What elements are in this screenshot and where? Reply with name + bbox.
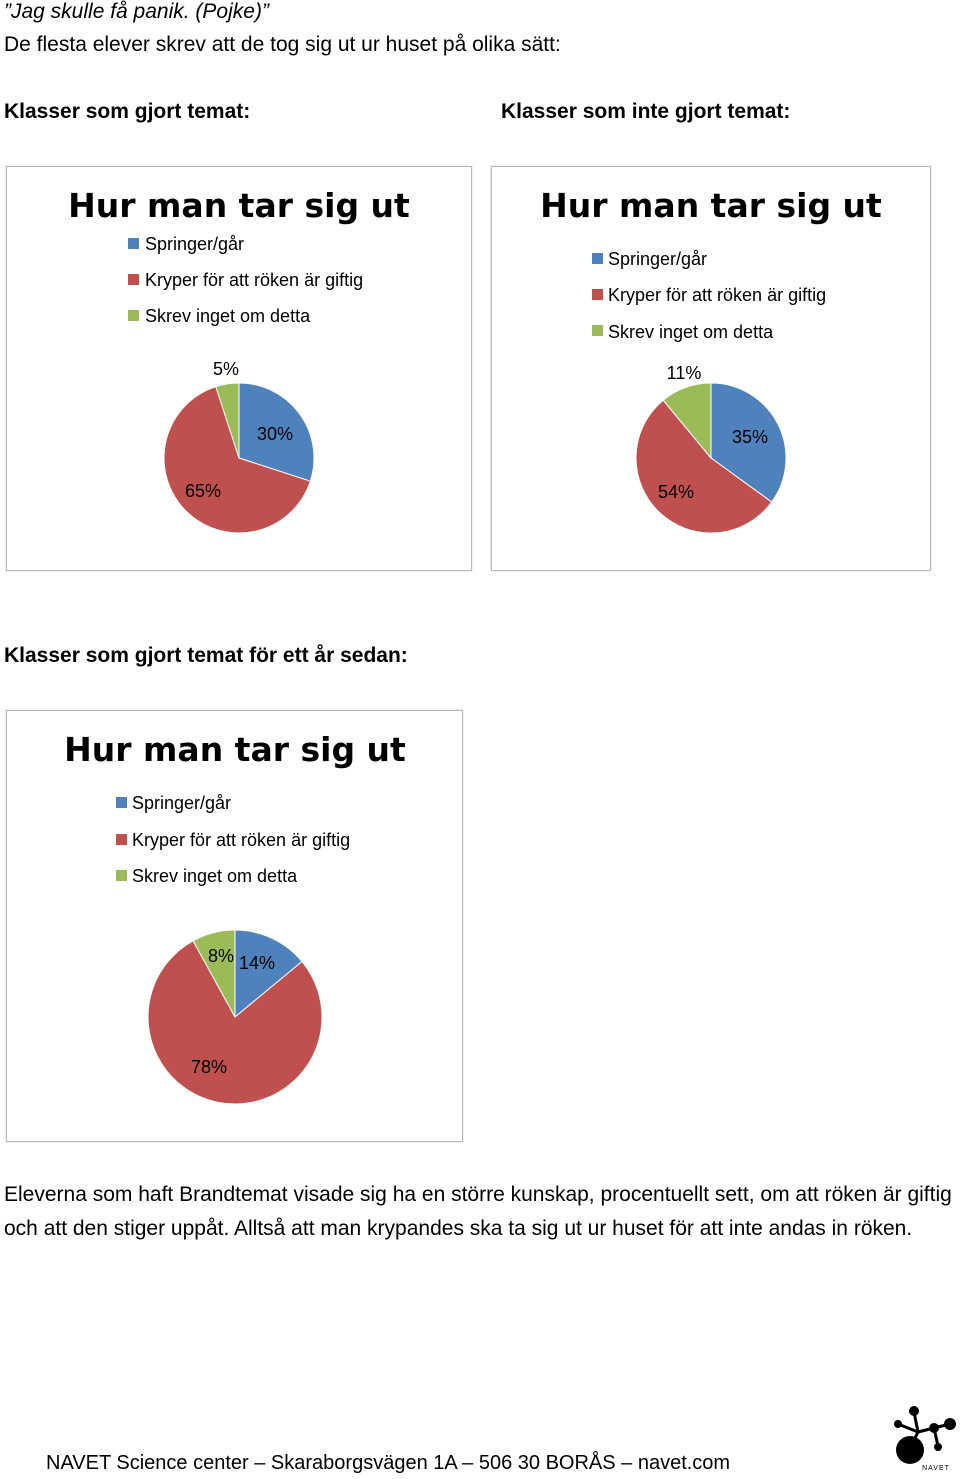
legend-swatch-blue [116,797,127,808]
quote-line: ”Jag skulle få panik. (Pojke)” [4,0,269,23]
heading-themed-classes: Klasser som gjort temat: [4,100,251,123]
footer-address: NAVET Science center – Skaraborgsvägen 1… [46,1452,731,1474]
pie-slice-springer [238,382,315,482]
logo-text: NAVET [922,1465,950,1472]
pie [635,382,787,534]
legend-swatch-blue [128,238,139,249]
pie-slice-skrev-inget [192,929,236,1018]
legend-entry: Skrev inget om detta [132,866,298,886]
intro-line: De flesta elever skrev att de tog sig ut… [4,33,561,56]
legend-entry: Springer/går [608,249,707,269]
legend-swatch-red [592,289,603,300]
chart-themed-classes: Hur man tar sig ut Springer/går Kryper f… [6,166,472,571]
legend-swatch-red [116,834,127,845]
legend-entry: Skrev inget om detta [145,306,311,326]
pie-slice-kryper [147,940,323,1105]
legend-swatch-green [128,310,139,321]
pie-slice-springer [710,382,787,503]
pie [147,929,323,1105]
pie-slice-skrev-inget [662,382,712,460]
chart-themed-last-year: Hur man tar sig ut Springer/går Kryper f… [6,710,463,1142]
legend-swatch-red [128,274,139,285]
chart-title: Hur man tar sig ut [540,186,882,225]
pie-chart-svg-1: Hur man tar sig ut Springer/går Kryper f… [540,186,882,534]
legend: Springer/går Kryper för att röken är gif… [592,249,826,342]
legend: Springer/går Kryper för att röken är gif… [128,234,363,326]
legend-swatch-green [116,870,127,881]
legend-entry: Kryper för att röken är giftig [145,270,363,290]
chart-title: Hur man tar sig ut [64,730,406,769]
legend-swatch-green [592,325,603,336]
legend-entry: Springer/går [145,234,244,254]
data-label: 78% [191,1057,227,1077]
pie [163,382,315,534]
pie-slice-springer [234,929,303,1019]
data-label: 8% [208,946,234,966]
legend: Springer/går Kryper för att röken är gif… [116,793,350,886]
data-label: 14% [239,953,275,973]
legend-swatch-blue [592,253,603,264]
data-label: 35% [732,427,768,447]
navet-logo-icon: NAVET [894,1406,956,1472]
legend-entry: Skrev inget om detta [608,322,774,342]
data-label: 30% [257,424,293,444]
data-label: 65% [185,481,221,501]
heading-non-themed-classes: Klasser som inte gjort temat: [501,100,791,123]
legend-entry: Kryper för att röken är giftig [132,830,350,850]
data-label: 11% [667,363,702,383]
pie-chart-svg-0: Hur man tar sig ut Springer/går Kryper f… [68,186,410,534]
chart-non-themed-classes: Hur man tar sig ut Springer/går Kryper f… [491,166,931,571]
chart-title: Hur man tar sig ut [68,186,410,225]
legend-entry: Springer/går [132,793,231,813]
legend-entry: Kryper för att röken är giftig [608,285,826,305]
pie-slice-kryper [163,386,311,534]
pie-slice-skrev-inget [215,382,240,459]
pie-slice-kryper [635,399,773,534]
heading-themed-last-year: Klasser som gjort temat för ett år sedan… [4,644,408,667]
pie-chart-svg-2: Hur man tar sig ut Springer/går Kryper f… [64,730,406,1105]
data-label: 5% [213,359,239,379]
conclusion-paragraph: Eleverna som haft Brandtemat visade sig … [4,1183,952,1240]
data-label: 54% [658,482,694,502]
